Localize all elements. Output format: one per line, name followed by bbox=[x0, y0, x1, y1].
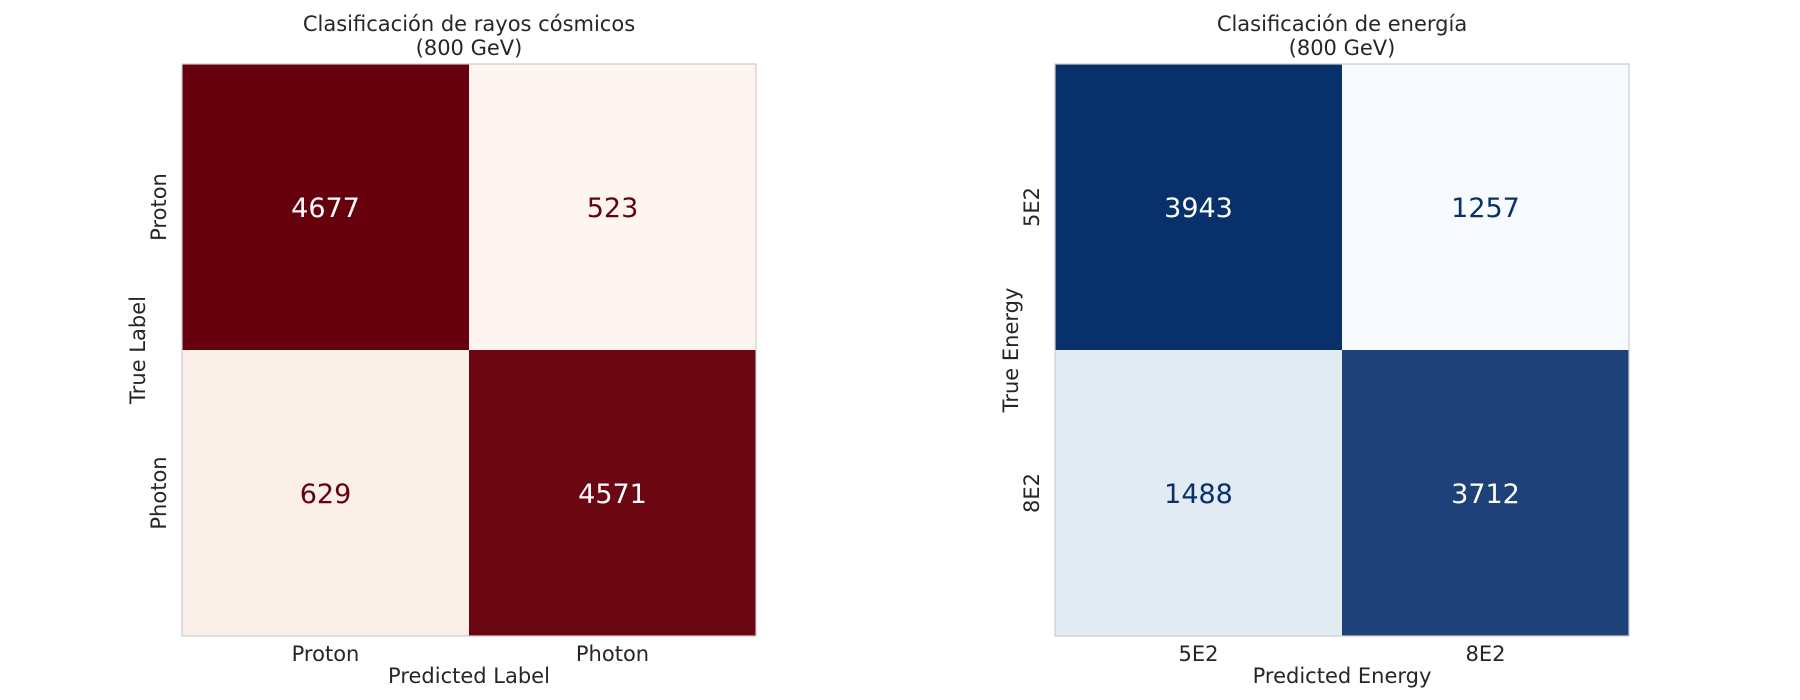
chart-subtitle: (800 GeV) bbox=[1289, 36, 1396, 60]
plot-frame bbox=[181, 63, 757, 637]
cell-value-label: 1488 bbox=[1164, 479, 1233, 510]
x-tick-labels: 5E2 8E2 bbox=[1179, 642, 1506, 666]
chart-title: Clasificación de energía bbox=[1217, 12, 1467, 36]
heatmap-cell bbox=[1055, 350, 1342, 636]
cell-value-label: 4677 bbox=[291, 193, 360, 224]
heatmap-cell bbox=[1342, 350, 1629, 636]
heatmap-cell bbox=[1055, 64, 1342, 350]
chart-subtitle: (800 GeV) bbox=[416, 36, 523, 60]
cell-value-label: 523 bbox=[587, 193, 639, 224]
cell-value-label: 629 bbox=[300, 479, 352, 510]
heatmap-cell bbox=[182, 350, 469, 636]
cell-value-label: 4571 bbox=[578, 479, 647, 510]
cell-value-label: 1257 bbox=[1451, 193, 1520, 224]
y-tick-label: Photon bbox=[147, 456, 171, 529]
confusion-matrix-energy: Clasificación de energía (800 GeV) 3943 1… bbox=[999, 12, 1630, 688]
y-tick-labels: Proton Photon bbox=[147, 173, 171, 529]
plot-frame bbox=[1054, 63, 1630, 637]
x-tick-label: 8E2 bbox=[1466, 642, 1506, 666]
x-tick-label: 5E2 bbox=[1179, 642, 1219, 666]
x-axis-label: Predicted Label bbox=[388, 664, 550, 688]
y-tick-label: Proton bbox=[147, 173, 171, 241]
y-tick-label: 5E2 bbox=[1020, 187, 1044, 227]
heatmap-cell bbox=[1342, 64, 1629, 350]
heatmap-cells: 4677 523 629 4571 bbox=[182, 64, 756, 636]
cell-value-label: 3943 bbox=[1164, 193, 1233, 224]
confusion-matrix-cosmic-rays: Clasificación de rayos cósmicos (800 GeV… bbox=[126, 12, 757, 688]
cell-value-label: 3712 bbox=[1451, 479, 1520, 510]
y-axis-label: True Label bbox=[126, 296, 150, 405]
y-tick-label: 8E2 bbox=[1020, 473, 1044, 513]
y-tick-labels: 5E2 8E2 bbox=[1020, 187, 1044, 513]
x-tick-label: Proton bbox=[292, 642, 360, 666]
chart-title: Clasificación de rayos cósmicos bbox=[303, 12, 635, 36]
heatmap-cells: 3943 1257 1488 3712 bbox=[1055, 64, 1629, 636]
heatmap-cell bbox=[182, 64, 469, 350]
y-axis-label: True Energy bbox=[999, 288, 1023, 414]
heatmap-cell bbox=[469, 64, 756, 350]
x-axis-label: Predicted Energy bbox=[1253, 664, 1432, 688]
x-tick-label: Photon bbox=[576, 642, 649, 666]
x-tick-labels: Proton Photon bbox=[292, 642, 649, 666]
heatmap-cell bbox=[469, 350, 756, 636]
